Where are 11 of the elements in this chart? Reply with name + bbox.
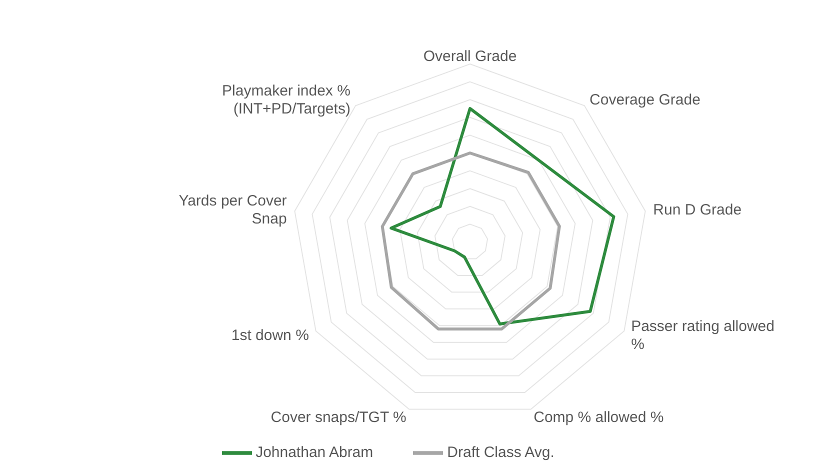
spoke-label: Yards per Cover Snap	[178, 192, 287, 228]
spoke-label: Comp % allowed %	[534, 408, 664, 426]
spoke-label: Playmaker index % (INT+PD/Targets)	[222, 82, 350, 118]
spoke-label: Coverage Grade	[590, 91, 700, 108]
legend-label: Draft Class Avg.	[447, 444, 554, 462]
spoke-label: Run D Grade	[653, 201, 742, 218]
spoke-label: Passer rating allowed %	[631, 318, 775, 352]
spoke-label: Overall Grade	[423, 48, 517, 64]
legend-label: Johnathan Abram	[256, 444, 374, 462]
spoke-label: 1st down %	[231, 326, 309, 344]
spoke-label: Cover snaps/TGT %	[270, 408, 406, 426]
